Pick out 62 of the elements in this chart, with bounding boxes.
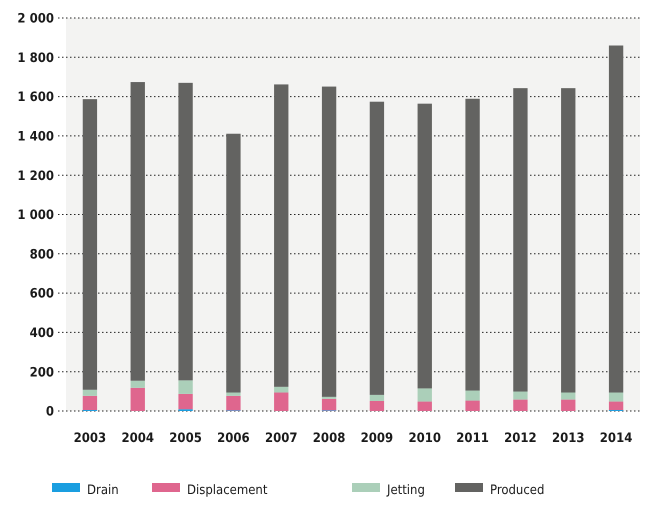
bar <box>226 392 241 396</box>
y-tick-label: 600 <box>30 286 54 302</box>
bar <box>465 98 480 391</box>
bar <box>465 400 480 411</box>
bar <box>82 390 98 396</box>
y-tick-label: 0 <box>46 404 54 420</box>
bar <box>513 400 528 411</box>
bar <box>608 46 624 393</box>
bar <box>513 88 528 392</box>
y-tick-label: 1 800 <box>17 50 54 66</box>
x-tick-label: 2010 <box>408 431 442 446</box>
bar <box>370 102 384 395</box>
x-tick-label: 2004 <box>121 431 154 446</box>
y-tick-label: 1 000 <box>17 208 54 224</box>
bar <box>130 380 145 388</box>
x-tick-label: 2014 <box>600 431 632 446</box>
bar <box>418 388 432 402</box>
bar <box>274 392 288 411</box>
bar <box>130 82 145 381</box>
bar <box>465 390 480 401</box>
legend-label: Produced <box>490 482 544 498</box>
y-tick-label: 200 <box>30 365 54 380</box>
bar <box>274 84 288 387</box>
x-tick-label: 2003 <box>74 431 106 446</box>
x-tick-label: 2005 <box>169 431 202 446</box>
bar <box>370 400 384 411</box>
bar <box>608 402 624 410</box>
x-tick-label: 2011 <box>456 431 489 446</box>
bar <box>82 99 98 390</box>
y-tick-label: 1 400 <box>17 129 54 144</box>
bar <box>418 402 432 411</box>
bar <box>226 396 241 410</box>
legend-label: Jetting <box>386 482 425 498</box>
legend-label: Drain <box>87 482 119 498</box>
bar <box>370 394 384 401</box>
x-tick-label: 2012 <box>504 431 537 446</box>
bar <box>561 392 576 400</box>
y-tick-label: 1 600 <box>17 90 54 106</box>
bar <box>513 392 528 400</box>
x-tick-label: 2008 <box>312 431 346 446</box>
bar <box>178 380 193 394</box>
y-tick-label: 2 000 <box>17 12 54 27</box>
bar <box>178 82 193 380</box>
x-tick-label: 2007 <box>264 431 298 446</box>
bar <box>418 104 432 388</box>
y-tick-label: 1 200 <box>17 168 54 184</box>
bar <box>322 86 336 397</box>
x-tick-label: 2006 <box>217 431 250 446</box>
bar <box>178 394 193 410</box>
bar <box>82 396 98 410</box>
bar <box>561 88 576 393</box>
legend-label: Displacement <box>187 482 268 498</box>
bar <box>608 392 624 402</box>
bar <box>130 388 145 411</box>
y-tick-label: 400 <box>30 326 54 341</box>
y-tick-label: 800 <box>30 247 54 262</box>
bar <box>274 386 288 393</box>
x-tick-label: 2009 <box>360 431 394 446</box>
bar <box>322 398 336 410</box>
bar <box>561 400 576 411</box>
x-tick-label: 2013 <box>552 431 585 446</box>
bar <box>226 134 241 393</box>
